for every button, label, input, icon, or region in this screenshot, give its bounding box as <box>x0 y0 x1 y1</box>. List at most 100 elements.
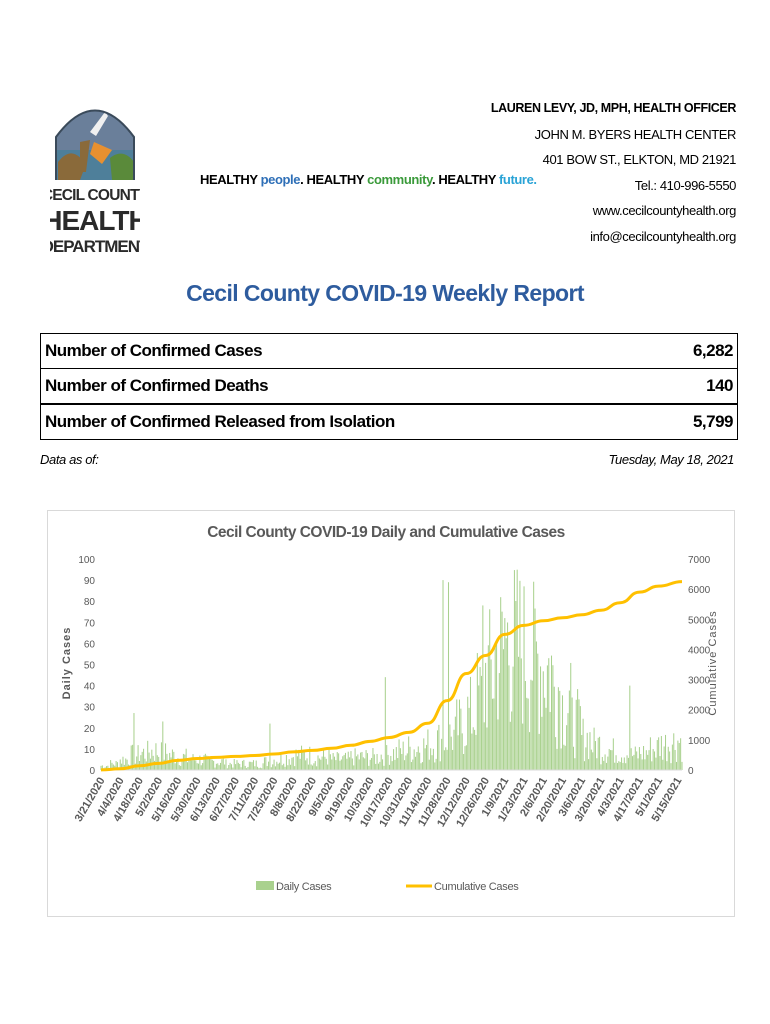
daily-bar <box>372 748 374 770</box>
daily-bar <box>354 748 356 770</box>
daily-bar <box>527 698 529 770</box>
daily-bar <box>434 762 436 770</box>
daily-bar <box>176 761 178 770</box>
legend-label-daily: Daily Cases <box>276 881 332 893</box>
tagline-healthy-2: HEALTHY <box>306 172 368 187</box>
daily-bar <box>632 756 634 770</box>
cumulative-line <box>100 580 683 772</box>
daily-bar <box>292 757 294 770</box>
daily-bar <box>537 653 539 770</box>
daily-bar <box>603 760 605 770</box>
daily-bar <box>305 760 307 770</box>
daily-bar <box>369 759 371 770</box>
daily-bar <box>387 754 389 770</box>
stat-value: 5,799 <box>692 412 734 431</box>
daily-bar <box>556 748 558 770</box>
daily-bar <box>475 734 477 770</box>
daily-bar <box>549 711 551 770</box>
daily-bar <box>663 746 665 770</box>
daily-bar <box>512 666 514 770</box>
daily-bar <box>324 756 326 770</box>
daily-bar <box>224 764 226 770</box>
daily-bar <box>373 754 375 770</box>
daily-bar <box>344 752 347 770</box>
daily-bar <box>236 760 238 770</box>
daily-bar <box>500 597 502 770</box>
daily-bar <box>563 744 565 770</box>
daily-bar <box>343 754 345 770</box>
daily-bar <box>285 754 287 770</box>
daily-bar <box>101 765 103 770</box>
daily-bar <box>188 760 190 770</box>
daily-bar <box>383 765 385 770</box>
daily-bar <box>239 763 241 770</box>
daily-bar <box>217 763 219 770</box>
daily-bar <box>263 757 265 770</box>
daily-bar <box>155 743 157 770</box>
daily-bar <box>339 760 341 770</box>
daily-bar <box>165 743 167 770</box>
daily-bar <box>654 751 656 770</box>
daily-bar <box>637 758 639 770</box>
daily-bar <box>592 752 594 770</box>
daily-bar <box>184 754 186 770</box>
telephone: Tel.: 410-996-5550 <box>634 177 737 193</box>
daily-bar <box>570 662 572 770</box>
daily-bar <box>680 738 682 770</box>
daily-bar <box>586 732 588 770</box>
email-link[interactable]: info@cecilcountyhealth.org <box>590 228 736 244</box>
daily-bar <box>645 750 647 770</box>
daily-bar <box>601 756 603 770</box>
daily-bar <box>384 677 386 770</box>
daily-bar <box>482 605 484 770</box>
daily-bar <box>307 764 309 770</box>
daily-bar <box>309 746 311 770</box>
daily-bar <box>480 675 482 770</box>
daily-bar <box>594 741 596 770</box>
daily-bar <box>649 737 651 770</box>
daily-bar <box>633 754 635 770</box>
daily-bar <box>552 665 554 770</box>
daily-bar <box>347 751 349 770</box>
daily-bar <box>395 747 397 770</box>
daily-bar <box>325 758 327 770</box>
daily-bar <box>557 687 559 770</box>
daily-bar <box>447 582 450 770</box>
daily-bar <box>350 751 352 770</box>
y-tick-label: 10 <box>84 745 96 756</box>
daily-bar <box>207 756 209 770</box>
daily-bar <box>221 759 223 770</box>
daily-bar <box>546 665 548 770</box>
daily-bar <box>614 762 616 770</box>
daily-bar <box>130 745 132 770</box>
y2-tick-label: 6000 <box>688 585 711 596</box>
daily-bar <box>469 676 471 770</box>
daily-bar <box>519 580 521 770</box>
daily-bar <box>590 749 592 770</box>
website-link[interactable]: www.cecilcountyhealth.org <box>592 203 737 218</box>
y-tick-label: 100 <box>78 555 95 566</box>
daily-bar <box>423 738 425 770</box>
daily-bar <box>644 759 646 770</box>
daily-bar <box>571 697 573 770</box>
daily-bar <box>382 759 384 770</box>
stat-value: 6,282 <box>692 341 734 360</box>
daily-bar <box>530 679 532 770</box>
daily-bar <box>244 765 246 770</box>
tagline-period-1: . <box>300 172 307 187</box>
daily-bar <box>600 764 602 770</box>
daily-bar <box>504 618 506 770</box>
daily-bar <box>616 762 618 770</box>
daily-bar <box>611 750 613 770</box>
daily-bar <box>652 749 654 770</box>
daily-bar <box>553 686 555 770</box>
daily-bar <box>468 707 470 770</box>
tagline-period-2: . <box>431 172 439 187</box>
tagline: HEALTHY people. HEALTHY community. HEALT… <box>200 172 537 187</box>
y-tick-label: 30 <box>84 703 96 714</box>
daily-bar <box>226 768 228 770</box>
daily-bar <box>126 759 128 770</box>
daily-bar <box>232 767 234 770</box>
daily-bar <box>443 750 445 770</box>
daily-bar <box>589 732 591 770</box>
